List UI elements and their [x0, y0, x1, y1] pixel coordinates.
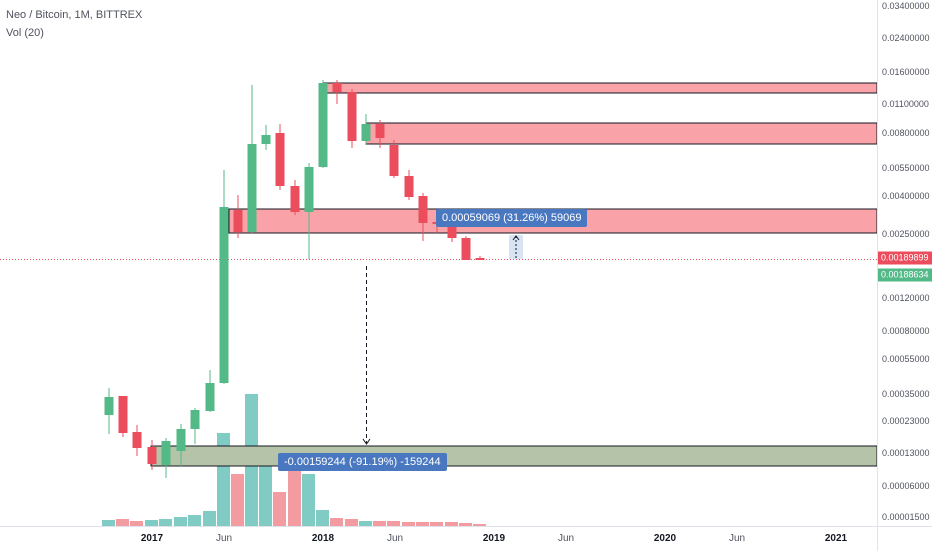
time-tick-label: 2019: [482, 533, 506, 544]
price-tick-label: 0.01600000: [882, 67, 930, 77]
measure-tool-upper[interactable]: [509, 235, 523, 259]
volume-bar: [259, 455, 272, 526]
time-tick-label: 2020: [653, 533, 677, 544]
candle: [361, 114, 371, 145]
price-tick-label: 0.00400000: [882, 191, 930, 201]
symbol-legend[interactable]: Neo / Bitcoin, 1M, BITTREX: [6, 9, 143, 21]
price-tick-label: 0.00013000: [882, 448, 930, 458]
measure-label-upper: 0.00059069 (31.26%) 59069: [436, 209, 588, 227]
volume-bar: [445, 522, 458, 526]
candle: [318, 80, 328, 168]
zone-layer: [150, 82, 877, 467]
axis-corner: [877, 526, 932, 551]
measure-tool-lower[interactable]: [362, 266, 371, 445]
time-tick-label: Jun: [557, 533, 575, 544]
volume-bar: [302, 474, 315, 526]
price-tick-label: 0.00023000: [882, 416, 930, 426]
candle: [375, 120, 385, 148]
candle: [219, 170, 229, 384]
candle: [118, 396, 128, 437]
volume-bar: [387, 521, 400, 526]
time-tick-label: Jun: [386, 533, 404, 544]
volume-bar: [102, 520, 115, 526]
volume-bar: [359, 521, 372, 526]
price-axis[interactable]: 0.03400000 0.02400000 0.01600000 0.01100000…: [877, 0, 932, 526]
candle: [404, 170, 414, 200]
candle: [161, 438, 171, 478]
price-tick-label: 0.00055000: [882, 354, 930, 364]
volume-bar: [316, 510, 329, 526]
volume-bar: [402, 522, 415, 526]
price-tick-label: 0.00001500: [882, 512, 930, 522]
price-chart[interactable]: [0, 0, 877, 526]
candle: [190, 408, 200, 444]
price-tick-label: 0.01100000: [882, 99, 929, 109]
candle: [418, 193, 428, 241]
volume-bar: [430, 522, 443, 526]
resistance-zone-1[interactable]: [323, 82, 877, 94]
volume-bar: [130, 521, 143, 526]
measure-label-lower: -0.00159244 (-91.19%) -159244: [278, 453, 447, 471]
volume-bar: [188, 515, 201, 526]
close-price-badge: 0.00188634: [878, 268, 932, 282]
candlesticks: [104, 80, 485, 478]
price-tick-label: 0.00080000: [882, 326, 930, 336]
price-tick-label: 0.00035000: [882, 389, 930, 399]
candle: [205, 370, 215, 412]
time-tick-label: 2018: [311, 533, 335, 544]
support-zone[interactable]: [150, 445, 877, 467]
volume-bar: [330, 518, 343, 526]
volume-bar: [473, 524, 486, 526]
volume-bar: [145, 520, 158, 526]
volume-bar: [116, 519, 129, 526]
candle: [247, 85, 257, 233]
candle: [275, 124, 285, 190]
volume-bar: [231, 474, 244, 526]
volume-bar: [273, 492, 286, 526]
price-tick-label: 0.00550000: [882, 163, 930, 173]
candle: [104, 388, 114, 434]
price-tick-label: 0.02400000: [882, 33, 930, 43]
last-price-badge: 0.00189899: [878, 251, 932, 265]
candle: [132, 425, 142, 456]
volume-bar: [373, 521, 386, 526]
candle: [176, 424, 186, 466]
time-axis[interactable]: 2017 Jun 2018 Jun 2019 Jun 2020 Jun 2021: [0, 526, 877, 551]
price-tick-label: 0.03400000: [882, 1, 930, 11]
volume-bar: [345, 519, 358, 526]
candle: [261, 125, 271, 150]
volume-bar: [159, 519, 172, 526]
candle: [290, 180, 300, 215]
volume-legend[interactable]: Vol (20): [6, 27, 44, 39]
volume-bar: [459, 523, 472, 526]
candle: [147, 440, 157, 470]
volume-bar: [203, 511, 216, 526]
candle: [347, 89, 357, 148]
price-tick-label: 0.00120000: [882, 293, 930, 303]
candle: [475, 256, 485, 260]
resistance-zone-2[interactable]: [365, 122, 877, 145]
volume-bar: [416, 522, 429, 526]
candle: [233, 195, 243, 238]
volume-bar: [174, 517, 187, 526]
price-tick-label: 0.00006000: [882, 481, 930, 491]
time-tick-label: 2021: [824, 533, 848, 544]
time-tick-label: Jun: [215, 533, 233, 544]
price-tick-label: 0.00800000: [882, 128, 930, 138]
chart-area[interactable]: Neo / Bitcoin, 1M, BITTREX Vol (20) 0.00…: [0, 0, 877, 526]
time-tick-label: Jun: [728, 533, 746, 544]
candle: [332, 80, 342, 104]
time-tick-label: 2017: [140, 533, 164, 544]
candle: [461, 236, 471, 260]
candle: [304, 163, 314, 259]
price-tick-label: 0.00250000: [882, 229, 930, 239]
candle: [389, 140, 399, 178]
